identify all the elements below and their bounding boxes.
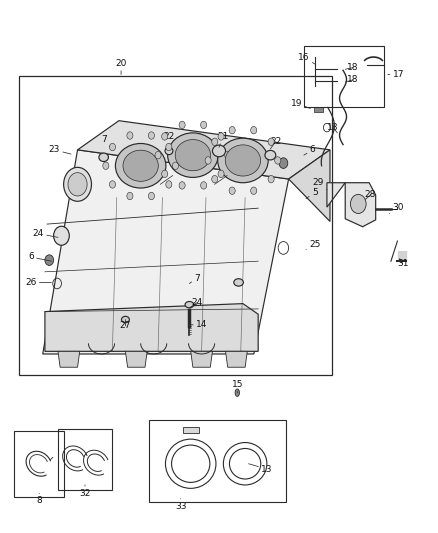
Circle shape: [201, 182, 207, 189]
Text: 29: 29: [313, 178, 327, 190]
Circle shape: [251, 126, 257, 134]
Circle shape: [268, 138, 274, 146]
Circle shape: [279, 158, 288, 168]
Text: 21: 21: [218, 132, 229, 147]
Polygon shape: [191, 351, 212, 367]
Circle shape: [229, 126, 235, 134]
Text: 14: 14: [188, 320, 207, 329]
Bar: [183, 426, 198, 433]
Circle shape: [205, 157, 211, 164]
Circle shape: [148, 132, 155, 139]
Circle shape: [173, 162, 179, 169]
Bar: [19, 76, 332, 375]
Text: 22: 22: [270, 138, 281, 149]
Polygon shape: [45, 304, 258, 351]
Text: 19: 19: [291, 99, 311, 109]
Text: 5: 5: [306, 188, 318, 199]
Bar: [149, 420, 286, 503]
Ellipse shape: [212, 145, 226, 157]
Circle shape: [251, 187, 257, 195]
Circle shape: [53, 226, 69, 245]
Ellipse shape: [168, 133, 218, 177]
Ellipse shape: [185, 302, 194, 308]
Ellipse shape: [265, 150, 276, 160]
Ellipse shape: [123, 150, 158, 181]
Circle shape: [162, 133, 168, 140]
Ellipse shape: [175, 140, 211, 171]
Polygon shape: [125, 351, 147, 367]
Ellipse shape: [218, 138, 268, 183]
Text: 24: 24: [33, 229, 58, 238]
Ellipse shape: [225, 145, 261, 176]
Text: 30: 30: [390, 203, 404, 214]
Polygon shape: [226, 351, 247, 367]
Text: 8: 8: [37, 494, 42, 505]
Polygon shape: [345, 183, 376, 227]
Text: 31: 31: [397, 259, 408, 268]
Polygon shape: [289, 150, 330, 221]
Ellipse shape: [99, 153, 109, 161]
Text: 26: 26: [25, 278, 51, 287]
Text: 24: 24: [189, 298, 203, 308]
Text: 18: 18: [345, 63, 359, 72]
Text: 6: 6: [28, 253, 51, 262]
Ellipse shape: [165, 147, 173, 155]
Circle shape: [148, 192, 155, 200]
Circle shape: [218, 133, 224, 140]
Circle shape: [225, 151, 231, 159]
Circle shape: [127, 132, 133, 139]
Text: 6: 6: [304, 146, 315, 155]
Circle shape: [166, 143, 172, 151]
Circle shape: [103, 162, 109, 169]
Ellipse shape: [116, 143, 166, 188]
Circle shape: [275, 157, 281, 164]
Circle shape: [127, 192, 133, 200]
Circle shape: [166, 181, 172, 188]
Bar: [58, 429, 113, 490]
Text: 23: 23: [49, 146, 71, 155]
Circle shape: [212, 175, 218, 183]
Text: 18: 18: [327, 123, 339, 133]
Text: 7: 7: [101, 135, 113, 150]
Text: 17: 17: [388, 70, 404, 79]
Circle shape: [155, 151, 161, 159]
Circle shape: [268, 175, 274, 183]
Circle shape: [68, 173, 87, 196]
Circle shape: [179, 182, 185, 189]
Circle shape: [179, 121, 185, 128]
Polygon shape: [314, 108, 323, 112]
Circle shape: [162, 170, 168, 177]
Ellipse shape: [235, 389, 240, 397]
Polygon shape: [78, 120, 330, 179]
Text: 25: 25: [306, 240, 321, 249]
Text: 22: 22: [163, 132, 175, 146]
Circle shape: [201, 121, 207, 128]
Bar: [304, 46, 385, 108]
Ellipse shape: [121, 317, 129, 322]
Text: 18: 18: [345, 75, 359, 84]
Text: 13: 13: [249, 464, 272, 473]
Text: 33: 33: [175, 499, 187, 511]
Text: 27: 27: [120, 319, 131, 330]
Text: 16: 16: [298, 53, 315, 64]
Circle shape: [45, 255, 53, 265]
Polygon shape: [43, 150, 289, 354]
Circle shape: [110, 181, 116, 188]
Polygon shape: [58, 351, 80, 367]
Circle shape: [350, 195, 366, 214]
Circle shape: [212, 138, 218, 146]
Text: 20: 20: [115, 59, 127, 75]
Circle shape: [64, 167, 92, 201]
Polygon shape: [327, 183, 345, 207]
Circle shape: [110, 143, 116, 151]
Circle shape: [218, 170, 224, 177]
Text: 15: 15: [232, 379, 243, 393]
Text: 28: 28: [363, 190, 376, 202]
Text: 7: 7: [189, 273, 200, 284]
Circle shape: [229, 187, 235, 195]
Text: 32: 32: [79, 485, 91, 498]
Ellipse shape: [234, 279, 244, 286]
Bar: [14, 431, 64, 497]
